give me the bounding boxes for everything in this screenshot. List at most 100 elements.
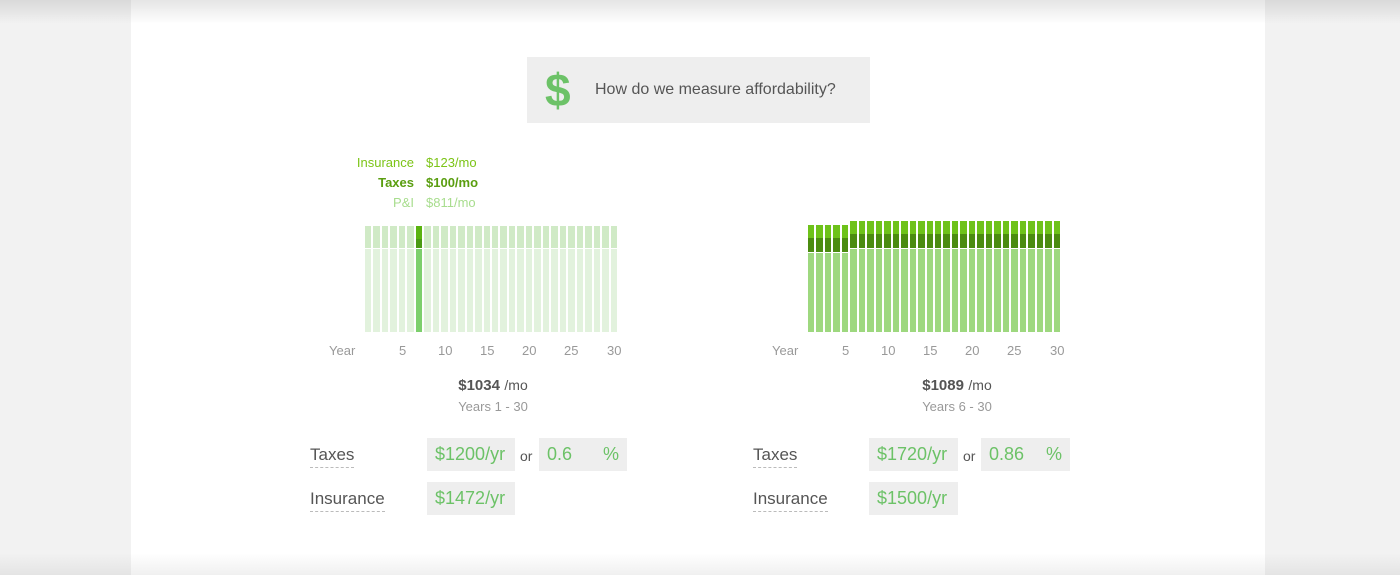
bar-segment-undefined[interactable]	[867, 234, 874, 248]
bar-segment-undefined[interactable]	[808, 225, 815, 239]
bar-segment-undefined[interactable]	[943, 221, 950, 235]
bar-segment-Taxes[interactable]	[458, 238, 465, 248]
bar-segment-undefined[interactable]	[824, 238, 832, 253]
bar-segment-undefined[interactable]	[833, 225, 840, 239]
bar-segment-undefined[interactable]	[850, 248, 857, 332]
bar-segment-Taxes[interactable]	[441, 238, 448, 248]
bar-segment-undefined[interactable]	[858, 234, 866, 248]
bar-segment-P&I[interactable]	[373, 248, 380, 332]
bar-segment-Insurance[interactable]	[534, 225, 541, 239]
bar-segment-Taxes[interactable]	[559, 238, 567, 248]
bar-segment-Taxes[interactable]	[610, 238, 617, 248]
bar-segment-P&I[interactable]	[576, 248, 584, 332]
bar-segment-Taxes[interactable]	[576, 238, 584, 248]
bar-segment-undefined[interactable]	[994, 221, 1001, 235]
bar-segment-Taxes[interactable]	[449, 238, 457, 248]
bar-segment-Taxes[interactable]	[508, 238, 516, 248]
bar-segment-undefined[interactable]	[918, 221, 925, 235]
bar-segment-undefined[interactable]	[926, 248, 933, 332]
bar-segment-Taxes[interactable]	[551, 238, 558, 248]
bar-segment-undefined[interactable]	[884, 248, 891, 332]
bar-segment-Taxes[interactable]	[381, 238, 389, 248]
bar-segment-Insurance[interactable]	[492, 225, 499, 239]
bar-segment-Taxes[interactable]	[602, 238, 609, 248]
bar-segment-P&I[interactable]	[475, 248, 482, 332]
bar-segment-P&I[interactable]	[432, 248, 440, 332]
bar-segment-undefined[interactable]	[951, 248, 959, 332]
bar-segment-Insurance[interactable]	[466, 225, 474, 239]
bar-segment-Insurance[interactable]	[432, 225, 440, 239]
bar-segment-undefined[interactable]	[1036, 221, 1044, 235]
bar-segment-undefined[interactable]	[867, 248, 874, 332]
bar-segment-undefined[interactable]	[816, 225, 823, 239]
bar-segment-P&I[interactable]	[441, 248, 448, 332]
bar-segment-P&I[interactable]	[542, 248, 550, 332]
bar-segment-undefined[interactable]	[1002, 234, 1010, 248]
bar-segment-undefined[interactable]	[875, 234, 883, 248]
bar-segment-undefined[interactable]	[951, 221, 959, 235]
bar-segment-Insurance[interactable]	[542, 225, 550, 239]
bar-segment-undefined[interactable]	[833, 238, 840, 253]
bar-segment-Taxes[interactable]	[424, 238, 431, 248]
bar-segment-undefined[interactable]	[985, 248, 993, 332]
bar-segment-undefined[interactable]	[841, 238, 849, 253]
bar-segment-undefined[interactable]	[850, 234, 857, 248]
bar-segment-Taxes[interactable]	[517, 238, 524, 248]
right-insurance-amount-input[interactable]: $1500/yr	[869, 482, 958, 515]
bar-segment-Taxes[interactable]	[542, 238, 550, 248]
bar-segment-undefined[interactable]	[858, 221, 866, 235]
bar-segment-undefined[interactable]	[858, 248, 866, 332]
bar-segment-Insurance[interactable]	[576, 225, 584, 239]
bar-segment-P&I[interactable]	[610, 248, 617, 332]
bar-segment-undefined[interactable]	[1045, 248, 1052, 332]
bar-segment-undefined[interactable]	[1028, 248, 1035, 332]
bar-segment-Taxes[interactable]	[585, 238, 592, 248]
bar-segment-undefined[interactable]	[977, 221, 984, 235]
bar-segment-Insurance[interactable]	[551, 225, 558, 239]
bar-segment-P&I[interactable]	[390, 248, 397, 332]
bar-segment-undefined[interactable]	[943, 248, 950, 332]
bar-segment-Insurance[interactable]	[568, 225, 575, 239]
bar-segment-Insurance[interactable]	[407, 225, 414, 239]
bar-segment-Insurance[interactable]	[458, 225, 465, 239]
bar-segment-undefined[interactable]	[994, 248, 1001, 332]
right-taxes-amount-input[interactable]: $1720/yr	[869, 438, 958, 471]
bar-segment-Insurance[interactable]	[449, 225, 457, 239]
bar-segment-undefined[interactable]	[968, 221, 976, 235]
bar-segment-Insurance[interactable]	[415, 225, 423, 239]
bar-segment-undefined[interactable]	[841, 253, 849, 332]
left-taxes-rate-input[interactable]: 0.6 %	[539, 438, 627, 471]
bar-segment-Insurance[interactable]	[500, 225, 507, 239]
bar-segment-undefined[interactable]	[926, 234, 933, 248]
bar-segment-Insurance[interactable]	[424, 225, 431, 239]
bar-segment-undefined[interactable]	[926, 221, 933, 235]
bar-segment-undefined[interactable]	[901, 234, 908, 248]
bar-segment-P&I[interactable]	[365, 248, 372, 332]
bar-segment-undefined[interactable]	[1002, 221, 1010, 235]
bar-segment-undefined[interactable]	[901, 248, 908, 332]
bar-segment-P&I[interactable]	[415, 248, 423, 332]
bar-segment-Insurance[interactable]	[373, 225, 380, 239]
bar-segment-P&I[interactable]	[492, 248, 499, 332]
bar-segment-undefined[interactable]	[875, 221, 883, 235]
bar-segment-undefined[interactable]	[824, 225, 832, 239]
bar-segment-undefined[interactable]	[1011, 221, 1018, 235]
bar-segment-undefined[interactable]	[808, 253, 815, 332]
bar-segment-Taxes[interactable]	[483, 238, 490, 248]
bar-segment-Taxes[interactable]	[593, 238, 601, 248]
bar-segment-undefined[interactable]	[909, 221, 917, 235]
bar-segment-undefined[interactable]	[1028, 234, 1035, 248]
bar-segment-P&I[interactable]	[551, 248, 558, 332]
bar-segment-Insurance[interactable]	[381, 225, 389, 239]
bar-segment-undefined[interactable]	[892, 221, 900, 235]
bar-segment-Taxes[interactable]	[492, 238, 499, 248]
bar-segment-Insurance[interactable]	[517, 225, 524, 239]
bar-segment-P&I[interactable]	[407, 248, 414, 332]
bar-segment-Taxes[interactable]	[534, 238, 541, 248]
bar-segment-P&I[interactable]	[534, 248, 541, 332]
bar-segment-undefined[interactable]	[824, 253, 832, 332]
bar-segment-undefined[interactable]	[1036, 234, 1044, 248]
bar-segment-Taxes[interactable]	[432, 238, 440, 248]
bar-segment-P&I[interactable]	[568, 248, 575, 332]
bar-segment-P&I[interactable]	[593, 248, 601, 332]
